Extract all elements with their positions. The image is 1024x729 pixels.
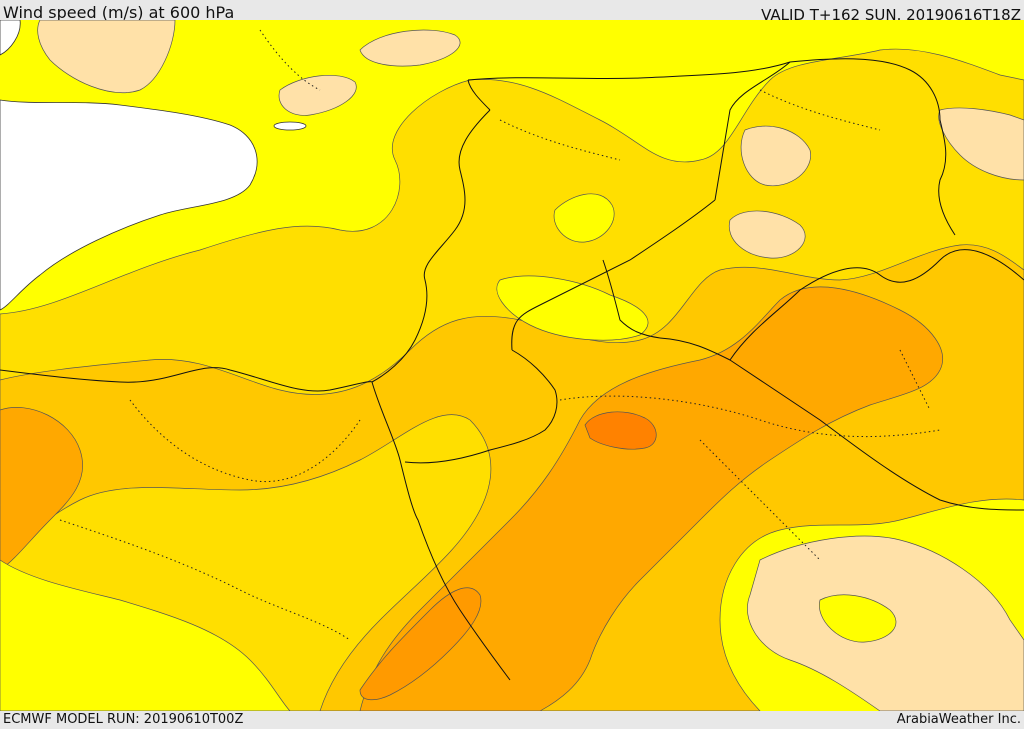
credit: ArabiaWeather Inc. bbox=[896, 712, 1021, 727]
field-very-low-6 bbox=[938, 107, 1024, 181]
model-run: ECMWF MODEL RUN: 20190610T00Z bbox=[3, 712, 244, 727]
map-canvas bbox=[0, 20, 1024, 711]
field-very-high-south bbox=[359, 587, 482, 701]
map-footer: ECMWF MODEL RUN: 20190610T00Z ArabiaWeat… bbox=[0, 711, 1024, 729]
field-very-low-2 bbox=[278, 74, 357, 116]
field-very-low-7 bbox=[37, 20, 176, 94]
sea-area bbox=[0, 99, 258, 311]
sea-north bbox=[0, 20, 21, 56]
field-low-4 bbox=[819, 594, 897, 643]
field-high-west bbox=[0, 407, 83, 571]
field-very-low-3 bbox=[359, 29, 461, 67]
field-very-low-4 bbox=[728, 210, 806, 259]
provincial-borders bbox=[59, 29, 941, 641]
field-high bbox=[359, 286, 943, 711]
map-header: Wind speed (m/s) at 600 hPa VALID T+162 … bbox=[0, 0, 1024, 24]
valid-time: VALID T+162 SUN. 20190616T18Z bbox=[761, 6, 1021, 24]
field-low-2 bbox=[553, 193, 615, 243]
lake bbox=[273, 121, 307, 131]
field-low-3 bbox=[0, 559, 291, 711]
map-title: Wind speed (m/s) at 600 hPa bbox=[3, 3, 235, 22]
wind-speed-map bbox=[0, 20, 1024, 711]
field-very-high bbox=[584, 411, 657, 450]
field-low-1 bbox=[496, 275, 649, 341]
borders bbox=[0, 58, 1024, 681]
field-very-low-5 bbox=[740, 125, 811, 187]
